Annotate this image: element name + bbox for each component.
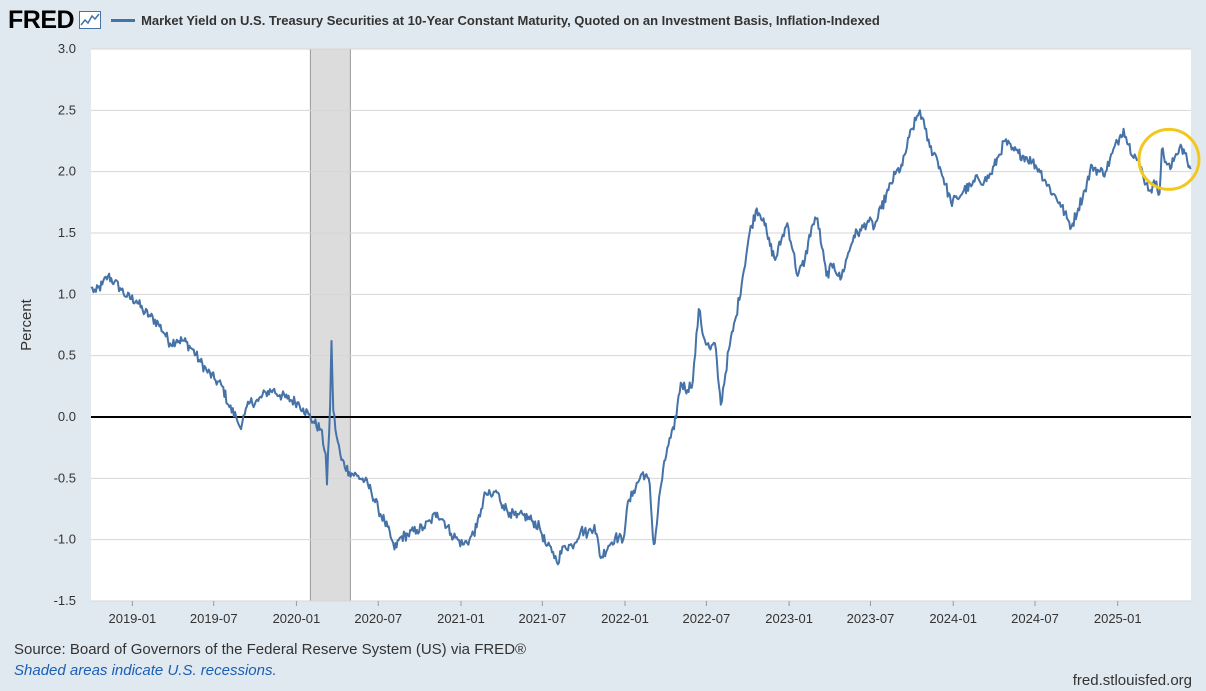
x-tick-label: 2022-01 xyxy=(601,611,649,626)
y-tick-label: 0.5 xyxy=(58,348,76,363)
recession-shade xyxy=(309,48,351,602)
x-tick-label: 2019-07 xyxy=(190,611,238,626)
recession-note-link[interactable]: Shaded areas indicate U.S. recessions. xyxy=(14,662,277,679)
y-tick-label: 2.5 xyxy=(58,102,76,117)
y-tick-label: 3.0 xyxy=(58,41,76,56)
chart: -1.5 -1.0 -0.5 0.0 0.5 1.0 1.5 2.0 2.5 3.0 2019-0… xyxy=(18,41,1201,626)
y-tick-label: -0.5 xyxy=(54,470,76,485)
plot-area xyxy=(91,49,1191,601)
legend-swatch xyxy=(111,18,136,22)
x-tick-label: 2019-01 xyxy=(108,611,156,626)
x-tick-label: 2024-01 xyxy=(929,611,977,626)
x-tick-label: 2021-07 xyxy=(518,611,566,626)
chart-header: FRED Market Yield on U.S. Treasury Secur… xyxy=(8,6,880,34)
x-tick-label: 2022-07 xyxy=(683,611,731,626)
highlight-circle xyxy=(1137,127,1201,191)
source-text: Source: Board of Governors of the Federa… xyxy=(14,641,527,658)
x-tick-label: 2021-01 xyxy=(437,611,485,626)
series-line[interactable] xyxy=(90,109,1192,566)
y-tick-label: -1.0 xyxy=(54,532,76,547)
y-tick-label: 2.0 xyxy=(58,164,76,179)
x-tick-label: 2023-01 xyxy=(765,611,813,626)
y-tick-label: 0.0 xyxy=(58,409,76,424)
y-tick-label: 1.0 xyxy=(58,286,76,301)
y-tick-label: 1.5 xyxy=(58,225,76,240)
series-title[interactable]: Market Yield on U.S. Treasury Securities… xyxy=(141,12,880,28)
x-tick-label: 2020-01 xyxy=(273,611,321,626)
line-chart-icon xyxy=(79,11,102,29)
x-tick-label: 2020-07 xyxy=(354,611,402,626)
x-tick-label: 2023-07 xyxy=(847,611,895,626)
x-tick-label: 2025-01 xyxy=(1094,611,1142,626)
footer-url: fred.stlouisfed.org xyxy=(1072,672,1192,689)
fred-logo[interactable]: FRED xyxy=(8,5,75,34)
y-axis-title: Percent xyxy=(18,298,35,351)
x-tick-label: 2024-07 xyxy=(1011,611,1059,626)
y-tick-label: -1.5 xyxy=(54,593,76,608)
